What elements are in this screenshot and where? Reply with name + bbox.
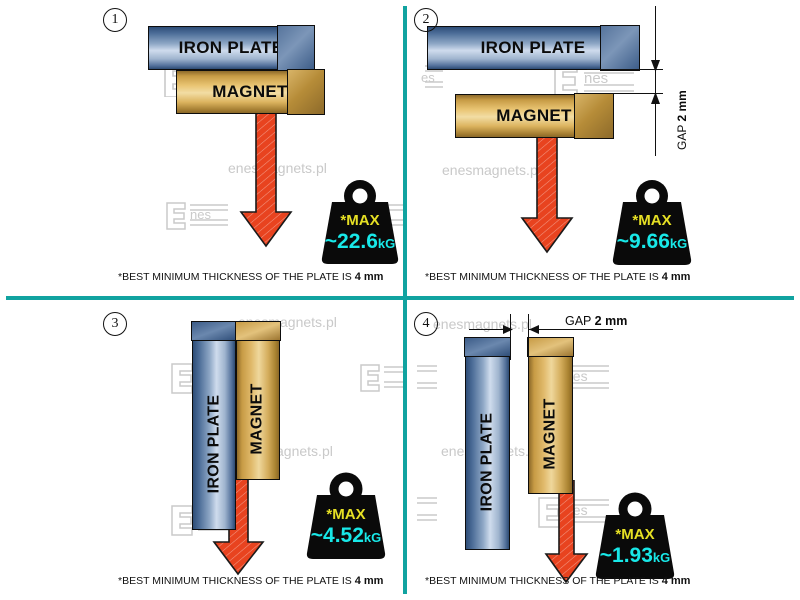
- force-unit: kG: [363, 530, 382, 545]
- panel-number-2: 2: [414, 8, 438, 32]
- enes-logo-watermark: [417, 365, 437, 389]
- gap-extension-line: [655, 6, 657, 156]
- magnet-end-cap: [286, 69, 325, 115]
- magnet-label-wrap: MAGNET: [237, 323, 279, 497]
- panel-number-1: 1: [103, 8, 127, 32]
- iron-plate-label: IRON PLATE: [480, 38, 586, 57]
- panel-3: 3 enesmagnets.pl enesmagnets.pl nes nes: [0, 300, 403, 600]
- iron-plate-end-cap: [276, 25, 315, 71]
- force-value-row: ~4.52kG: [296, 524, 396, 548]
- gap-dimension-arrows: [651, 60, 660, 104]
- force-value-row: ~9.66kG: [603, 230, 701, 254]
- max-label: *MAX: [340, 212, 380, 229]
- force-value: ~4.52: [310, 524, 364, 547]
- max-label: *MAX: [615, 526, 655, 543]
- footnote-prefix: *BEST MINIMUM THICKNESS OF THE PLATE IS: [118, 575, 355, 587]
- iron-plate-end-cap: [191, 321, 237, 342]
- iron-plate-block: IRON PLATE: [464, 337, 511, 550]
- footnote-prefix: *BEST MINIMUM THICKNESS OF THE PLATE IS: [425, 575, 662, 587]
- force-unit: kG: [652, 550, 671, 565]
- force-value: ~9.66: [616, 230, 670, 253]
- iron-plate-block: IRON PLATE: [191, 321, 237, 530]
- gap-value: 2 mm: [675, 90, 689, 122]
- footnote-1: *BEST MINIMUM THICKNESS OF THE PLATE IS …: [118, 271, 383, 283]
- enes-logo-watermark: [417, 497, 437, 521]
- gap-extension-line-right: [528, 314, 530, 360]
- gap-leader-right: [529, 329, 613, 331]
- footnote-bold: 4 mm: [354, 575, 384, 587]
- svg-text:nes: nes: [190, 207, 211, 222]
- footnote-prefix: *BEST MINIMUM THICKNESS OF THE PLATE IS: [425, 271, 662, 283]
- footnote-2: *BEST MINIMUM THICKNESS OF THE PLATE IS …: [425, 271, 690, 283]
- force-value-row: ~1.93kG: [585, 544, 685, 568]
- iron-plate-label-wrap: IRON PLATE: [193, 323, 235, 547]
- force-arrow-down: [544, 480, 589, 584]
- iron-plate-end-cap: [599, 25, 640, 71]
- gap-leader-left: [469, 329, 511, 331]
- magnet-label: MAGNET: [541, 398, 559, 470]
- panel-number-3: 3: [103, 312, 127, 336]
- force-unit: kG: [669, 236, 688, 251]
- weight-shape-icon: [306, 472, 386, 559]
- panel-2: 2 nes enesmagnets.pl es: [407, 0, 800, 296]
- svg-text:es: es: [421, 70, 435, 85]
- max-force-weight-icon: *MAX ~9.66kG: [603, 168, 701, 266]
- magnet-block: MAGNET: [176, 69, 325, 115]
- iron-plate-end-cap: [464, 337, 511, 358]
- force-value: ~1.93: [599, 544, 653, 567]
- panel-divider-horizontal: [6, 296, 794, 300]
- max-force-weight-icon: *MAX ~22.6kG: [312, 168, 403, 264]
- gap-label-4: GAP 2 mm: [565, 314, 627, 328]
- max-force-weight-icon: *MAX ~1.93kG: [585, 480, 685, 580]
- weight-shape-icon: [612, 180, 692, 265]
- weight-shape-icon: [595, 492, 675, 579]
- magnet-end-cap: [527, 337, 574, 358]
- max-label: *MAX: [632, 212, 672, 229]
- footnote-3: *BEST MINIMUM THICKNESS OF THE PLATE IS …: [118, 575, 383, 587]
- iron-plate-block: IRON PLATE: [427, 25, 640, 71]
- iron-plate-label: IRON PLATE: [205, 394, 223, 494]
- gap-extension-line-bottom: [587, 93, 663, 95]
- magnet-end-cap: [235, 321, 281, 342]
- footnote-bold: 4 mm: [661, 575, 691, 587]
- iron-plate-label: IRON PLATE: [478, 412, 496, 512]
- footnote-bold: 4 mm: [661, 271, 691, 283]
- gap-dimension-arrows: [503, 325, 539, 334]
- magnet-block: MAGNET: [235, 321, 281, 480]
- iron-plate-label: IRON PLATE: [178, 38, 284, 57]
- magnet-label: MAGNET: [212, 82, 288, 101]
- panel-divider-vertical: [403, 6, 407, 594]
- magnet-label: MAGNET: [249, 383, 267, 455]
- footnote-4: *BEST MINIMUM THICKNESS OF THE PLATE IS …: [425, 575, 690, 587]
- enes-logo-watermark: [360, 364, 403, 392]
- footnote-bold: 4 mm: [354, 271, 384, 283]
- iron-plate-block: IRON PLATE: [148, 25, 315, 71]
- magnet-label-wrap: MAGNET: [529, 339, 572, 511]
- force-unit: kG: [377, 236, 396, 251]
- max-label: *MAX: [326, 506, 366, 523]
- enes-logo-watermark: nes: [166, 202, 228, 230]
- svg-text:nes: nes: [584, 70, 608, 87]
- force-arrow-down: [239, 108, 293, 248]
- force-value: ~22.6: [324, 230, 378, 253]
- magnet-block: MAGNET: [455, 93, 614, 139]
- gap-word: GAP: [565, 314, 592, 328]
- magnet-block: MAGNET: [527, 337, 574, 494]
- max-force-weight-icon: *MAX ~4.52kG: [296, 460, 396, 560]
- iron-plate-label-wrap: IRON PLATE: [466, 339, 509, 567]
- gap-extension-line-left: [510, 314, 512, 360]
- force-value-row: ~22.6kG: [312, 230, 403, 254]
- panel-1: 1 nes enesmagnets.pl nes: [0, 0, 403, 296]
- panel-number-4: 4: [414, 312, 438, 336]
- magnet-label: MAGNET: [496, 106, 572, 125]
- gap-word: GAP: [675, 124, 689, 150]
- gap-value: 2 mm: [594, 314, 628, 328]
- gap-label-2: GAP 2 mm: [675, 90, 689, 150]
- footnote-prefix: *BEST MINIMUM THICKNESS OF THE PLATE IS: [118, 271, 355, 283]
- panel-4: 4 enesmagnets.pl enesmagnets.pl nes: [407, 300, 800, 600]
- magnet-end-cap: [573, 93, 614, 139]
